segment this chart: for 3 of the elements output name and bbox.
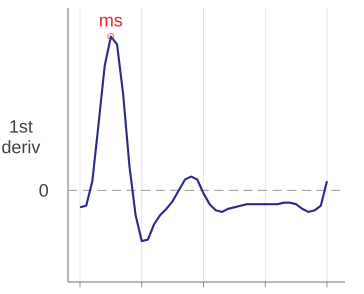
y-axis-title: 1st deriv bbox=[2, 120, 40, 154]
ref-line-label: 0 bbox=[39, 184, 48, 197]
annotation: ms bbox=[100, 16, 122, 27]
